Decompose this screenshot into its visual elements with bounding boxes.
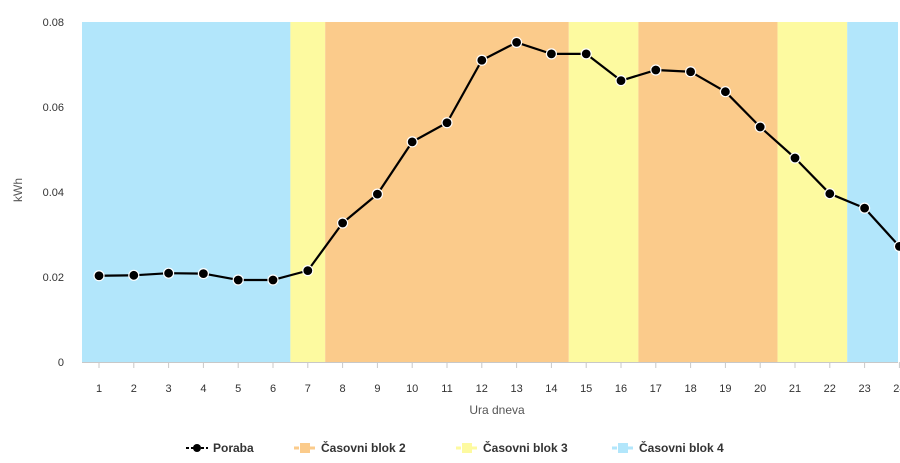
data-point-23 xyxy=(858,202,871,214)
y-axis-title: kWh xyxy=(11,178,25,202)
band-6 xyxy=(847,22,898,362)
legend-label-2: Časovni blok 3 xyxy=(483,440,568,455)
data-point-13 xyxy=(510,36,523,49)
series-line-0 xyxy=(98,41,900,282)
x-tick-label-12: 12 xyxy=(476,383,488,395)
x-tick-label-17: 17 xyxy=(650,383,662,395)
data-point-10 xyxy=(406,136,418,148)
y-tick-label-2: 0.04 xyxy=(43,187,64,199)
data-point-14 xyxy=(545,48,558,60)
data-point-21 xyxy=(789,152,801,164)
data-point-3 xyxy=(163,267,175,279)
x-tick-label-5: 5 xyxy=(235,383,241,395)
data-point-15 xyxy=(580,48,592,60)
data-point-16 xyxy=(615,75,627,87)
series-poraba xyxy=(93,36,900,286)
x-tick-label-13: 13 xyxy=(510,383,522,395)
x-tick-label-1: 1 xyxy=(96,383,102,395)
data-point-20 xyxy=(754,121,766,133)
data-point-2 xyxy=(128,269,140,281)
data-point-4 xyxy=(197,268,209,280)
x-tick-label-16: 16 xyxy=(615,383,627,395)
x-tick-label-24: 24 xyxy=(893,383,900,395)
x-tick-label-9: 9 xyxy=(374,383,380,395)
x-tick-label-20: 20 xyxy=(754,383,766,395)
x-tick-label-8: 8 xyxy=(340,383,346,395)
band-5 xyxy=(777,22,848,362)
data-point-22 xyxy=(824,188,836,200)
band-3 xyxy=(568,22,639,362)
legend-label-1: Časovni blok 2 xyxy=(321,440,406,455)
legend-marker-icon xyxy=(193,444,201,452)
data-point-9 xyxy=(371,188,383,200)
x-tick-label-22: 22 xyxy=(824,383,836,395)
band-2 xyxy=(325,22,569,362)
x-tick-label-10: 10 xyxy=(406,383,418,395)
x-tick-label-3: 3 xyxy=(166,383,172,395)
data-point-7 xyxy=(302,265,314,277)
x-tick-label-11: 11 xyxy=(441,383,452,395)
y-tick-label-4: 0.08 xyxy=(43,17,64,29)
x-tick-label-4: 4 xyxy=(200,383,206,395)
band-4 xyxy=(638,22,778,362)
x-tick-label-19: 19 xyxy=(719,383,731,395)
data-point-17 xyxy=(650,64,662,76)
y-tick-label-1: 0.02 xyxy=(43,272,64,284)
legend-label-3: Časovni blok 4 xyxy=(639,440,724,455)
y-tick-label-0: 0 xyxy=(58,357,64,369)
x-tick-label-21: 21 xyxy=(789,383,801,395)
x-tick-label-6: 6 xyxy=(270,383,276,395)
time-block-bands xyxy=(82,22,898,362)
data-point-18 xyxy=(684,66,697,78)
data-point-8 xyxy=(337,217,349,229)
data-point-24 xyxy=(893,240,900,252)
x-tick-label-7: 7 xyxy=(305,383,311,395)
x-tick-label-2: 2 xyxy=(131,383,137,395)
band-0 xyxy=(82,22,291,362)
x-axis-title: Ura dneva xyxy=(469,403,525,417)
legend-swatch-3 xyxy=(618,443,628,453)
data-point-5 xyxy=(232,274,244,286)
axes: 1234567891011121314151617181920212223240… xyxy=(43,17,900,395)
data-point-19 xyxy=(719,86,732,98)
y-tick-label-3: 0.06 xyxy=(43,102,64,114)
data-point-6 xyxy=(267,274,279,286)
band-1 xyxy=(290,22,326,362)
x-tick-label-14: 14 xyxy=(545,383,557,395)
legend-label-0: Poraba xyxy=(213,441,254,455)
legend-swatch-2 xyxy=(462,443,472,453)
legend: Poraba Časovni blok 2 Časovni blok 3 Časovn… xyxy=(186,440,724,455)
legend-swatch-1 xyxy=(300,443,310,453)
x-tick-label-23: 23 xyxy=(858,383,870,395)
data-point-1 xyxy=(93,270,105,282)
data-point-11 xyxy=(441,117,453,129)
x-tick-label-18: 18 xyxy=(684,383,696,395)
data-point-12 xyxy=(476,54,488,66)
x-tick-label-15: 15 xyxy=(580,383,592,395)
